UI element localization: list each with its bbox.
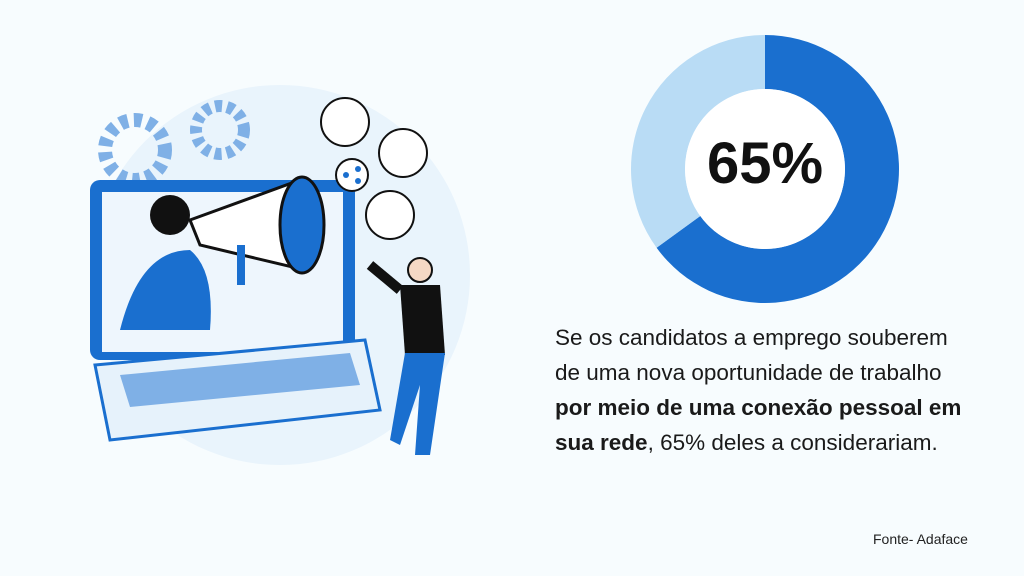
megaphone-icon bbox=[188, 175, 326, 285]
gear-icon bbox=[190, 100, 250, 160]
illustration-megaphone-laptop bbox=[90, 85, 470, 465]
description-line: Se os candidatos a emprego souberem bbox=[555, 325, 948, 350]
share-icon bbox=[335, 158, 369, 192]
description-line: , 65% deles a considerariam. bbox=[647, 430, 938, 455]
description-text: Se os candidatos a emprego souberem de u… bbox=[555, 320, 995, 460]
description-line: de uma nova oportunidade de trabalho bbox=[555, 360, 942, 385]
donut-center-label: 65% bbox=[706, 131, 824, 196]
source-label: Fonte- Adaface bbox=[873, 531, 968, 547]
donut-slice-0 bbox=[656, 35, 899, 304]
description-bold: por meio de uma conexão pessoal em bbox=[555, 395, 962, 420]
donut-hole bbox=[685, 89, 845, 249]
donut-slice-1 bbox=[631, 35, 765, 248]
avatar-icon bbox=[320, 97, 428, 240]
donut-chart bbox=[631, 35, 899, 304]
description-bold: sua rede bbox=[555, 430, 648, 455]
woman-figure bbox=[120, 195, 211, 330]
man-figure bbox=[366, 257, 445, 455]
